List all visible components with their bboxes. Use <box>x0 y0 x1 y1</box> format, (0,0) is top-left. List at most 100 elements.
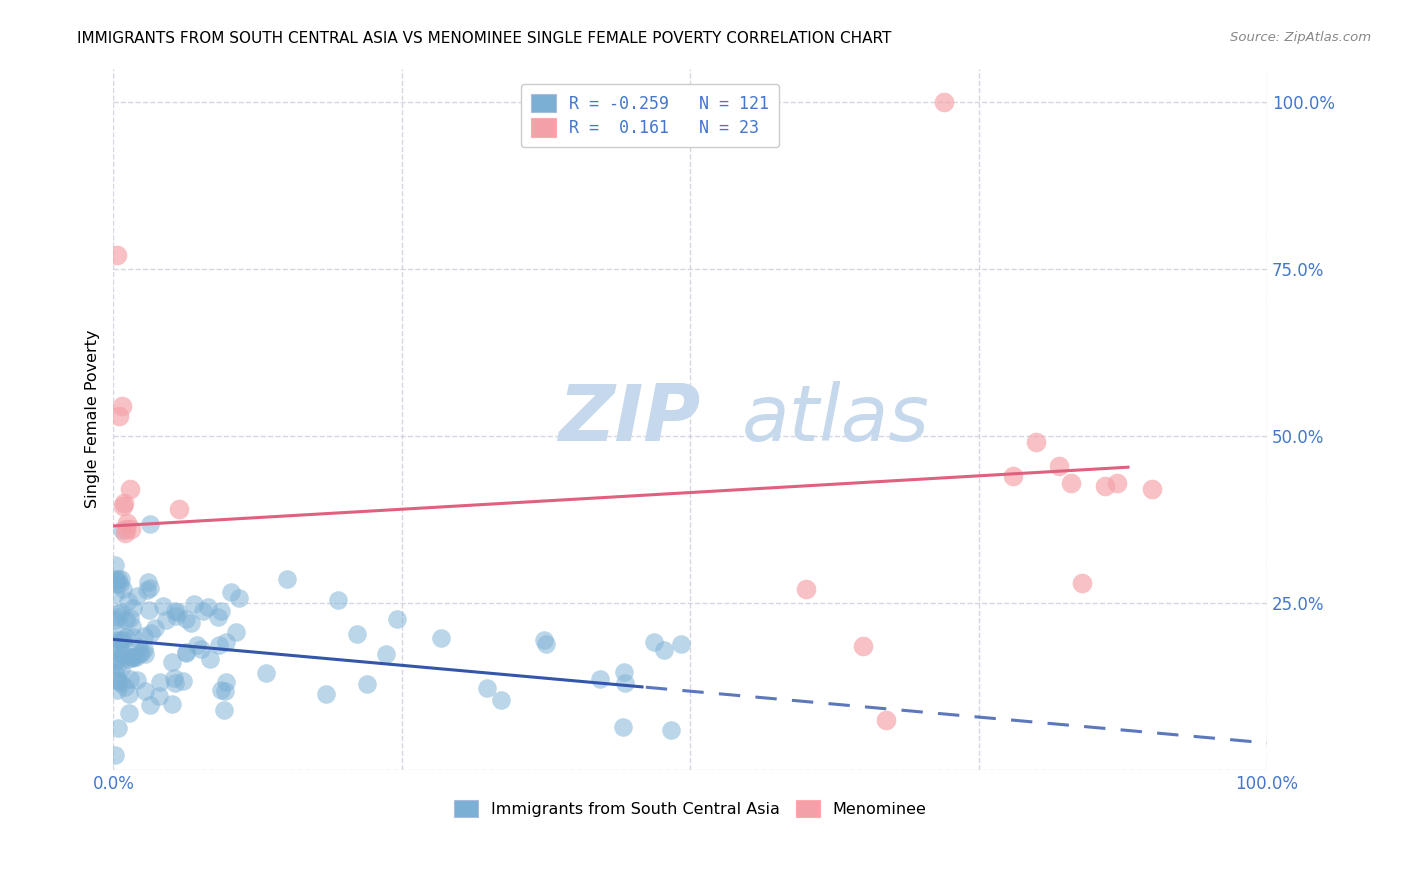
Point <box>107 657 129 672</box>
Point <box>1105 475 1128 490</box>
Point <box>104 666 127 681</box>
Text: Source: ZipAtlas.com: Source: ZipAtlas.com <box>1230 31 1371 45</box>
Point <box>183 597 205 611</box>
Point <box>214 703 236 717</box>
Point <box>165 604 187 618</box>
Point <box>122 600 145 615</box>
Point <box>121 651 143 665</box>
Point <box>104 623 127 637</box>
Point <box>254 665 277 680</box>
Point <box>1071 575 1094 590</box>
Point <box>475 681 498 695</box>
Point <box>104 558 127 573</box>
Point <box>172 673 194 688</box>
Point <box>110 399 132 413</box>
Point <box>186 638 208 652</box>
Point <box>105 651 128 665</box>
Point <box>326 592 349 607</box>
Point <box>794 582 817 597</box>
Point <box>209 683 232 698</box>
Point <box>162 697 184 711</box>
Point <box>165 608 187 623</box>
Point <box>659 723 682 737</box>
Y-axis label: Single Female Poverty: Single Female Poverty <box>86 330 100 508</box>
Point <box>214 675 236 690</box>
Point <box>111 633 134 648</box>
Point <box>374 647 396 661</box>
Point <box>148 690 170 704</box>
Point <box>669 637 692 651</box>
Point <box>852 639 875 653</box>
Point <box>111 499 134 513</box>
Point <box>315 687 337 701</box>
Point <box>209 604 232 618</box>
Point <box>105 682 128 697</box>
Point <box>122 630 145 644</box>
Point <box>105 654 128 668</box>
Point <box>110 605 132 619</box>
Point <box>121 649 143 664</box>
Point <box>1025 435 1047 450</box>
Point <box>110 662 132 676</box>
Point <box>163 672 186 686</box>
Point <box>110 572 132 586</box>
Point <box>107 673 129 688</box>
Text: IMMIGRANTS FROM SOUTH CENTRAL ASIA VS MENOMINEE SINGLE FEMALE POVERTY CORRELATIO: IMMIGRANTS FROM SOUTH CENTRAL ASIA VS ME… <box>77 31 891 46</box>
Point <box>346 627 368 641</box>
Point <box>139 698 162 713</box>
Point <box>139 581 162 595</box>
Point <box>652 642 675 657</box>
Point <box>105 248 128 262</box>
Point <box>197 600 219 615</box>
Point <box>533 633 555 648</box>
Point <box>193 604 215 618</box>
Point <box>104 572 127 586</box>
Point <box>105 577 128 591</box>
Point <box>138 603 160 617</box>
Point <box>117 652 139 666</box>
Point <box>489 693 512 707</box>
Point <box>112 648 135 662</box>
Point <box>107 721 129 735</box>
Point <box>105 606 128 620</box>
Point <box>613 676 636 690</box>
Point <box>108 632 131 647</box>
Point <box>385 612 408 626</box>
Point <box>114 525 136 540</box>
Point <box>613 665 636 679</box>
Point <box>125 650 148 665</box>
Point <box>1140 482 1163 496</box>
Point <box>356 677 378 691</box>
Point <box>1047 458 1070 473</box>
Point <box>198 651 221 665</box>
Point <box>132 629 155 643</box>
Point <box>167 605 190 619</box>
Point <box>111 523 134 537</box>
Point <box>225 625 247 640</box>
Point <box>1002 468 1025 483</box>
Point <box>643 634 665 648</box>
Point <box>139 626 162 640</box>
Point <box>214 684 236 698</box>
Point <box>118 687 141 701</box>
Point <box>112 647 135 661</box>
Point <box>108 642 131 657</box>
Point <box>104 613 127 627</box>
Point <box>180 615 202 630</box>
Point <box>107 572 129 586</box>
Point <box>136 582 159 597</box>
Point <box>112 495 135 509</box>
Point <box>107 610 129 624</box>
Point <box>163 675 186 690</box>
Point <box>208 638 231 652</box>
Point <box>127 589 149 603</box>
Point <box>207 610 229 624</box>
Point <box>110 634 132 648</box>
Point <box>612 720 634 734</box>
Point <box>139 517 162 532</box>
Point <box>1094 479 1116 493</box>
Point <box>219 585 242 599</box>
Point <box>105 645 128 659</box>
Point <box>149 675 172 690</box>
Point <box>134 684 156 698</box>
